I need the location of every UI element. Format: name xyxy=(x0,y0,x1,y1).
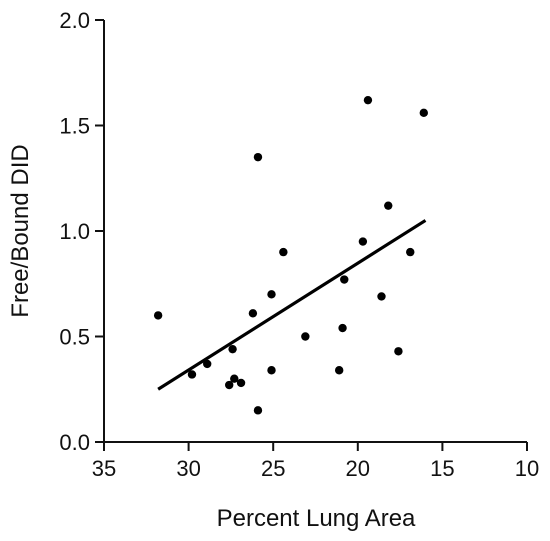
data-point xyxy=(384,201,393,210)
data-point xyxy=(358,237,368,246)
y-tick-label: 1.0 xyxy=(59,219,90,244)
plot-axes xyxy=(95,19,528,451)
data-point xyxy=(338,323,347,333)
data-point xyxy=(394,347,403,356)
y-tick-label: 2.0 xyxy=(59,8,90,33)
data-point xyxy=(248,309,258,318)
data-point xyxy=(419,108,428,118)
data-point xyxy=(334,366,344,375)
data-marks xyxy=(153,95,428,415)
regression-line xyxy=(157,219,427,391)
y-tick-label: 0.0 xyxy=(59,430,90,455)
tick-labels: 35 30 25 20 15 10 0.0 0.5 1.0 1.5 2.0 xyxy=(59,8,539,481)
data-point xyxy=(253,406,263,415)
data-point xyxy=(340,275,349,284)
data-point xyxy=(363,95,373,105)
x-tick-label: 30 xyxy=(176,456,200,481)
data-point xyxy=(301,332,310,341)
data-point xyxy=(406,247,415,257)
y-tick-label: 1.5 xyxy=(59,114,90,139)
x-tick-label: 20 xyxy=(346,456,370,481)
data-point xyxy=(225,380,234,390)
x-axis-label: Percent Lung Area xyxy=(217,505,416,532)
y-tick-label: 0.5 xyxy=(59,325,90,350)
data-point xyxy=(228,344,237,354)
x-tick-label: 15 xyxy=(430,456,454,481)
data-point xyxy=(377,292,386,301)
x-tick-label: 10 xyxy=(515,456,539,481)
x-tick-label: 25 xyxy=(261,456,285,481)
tick-marks xyxy=(95,19,528,451)
data-point xyxy=(267,290,276,299)
data-point xyxy=(279,247,288,257)
data-point xyxy=(253,152,263,162)
x-tick-label: 35 xyxy=(92,456,116,481)
data-point xyxy=(187,370,197,379)
y-axis-label: Free/Bound DID xyxy=(7,144,34,317)
data-point xyxy=(203,359,212,369)
data-point xyxy=(267,366,276,375)
data-point xyxy=(153,311,163,320)
data-point xyxy=(236,378,246,388)
data-point xyxy=(230,374,239,383)
